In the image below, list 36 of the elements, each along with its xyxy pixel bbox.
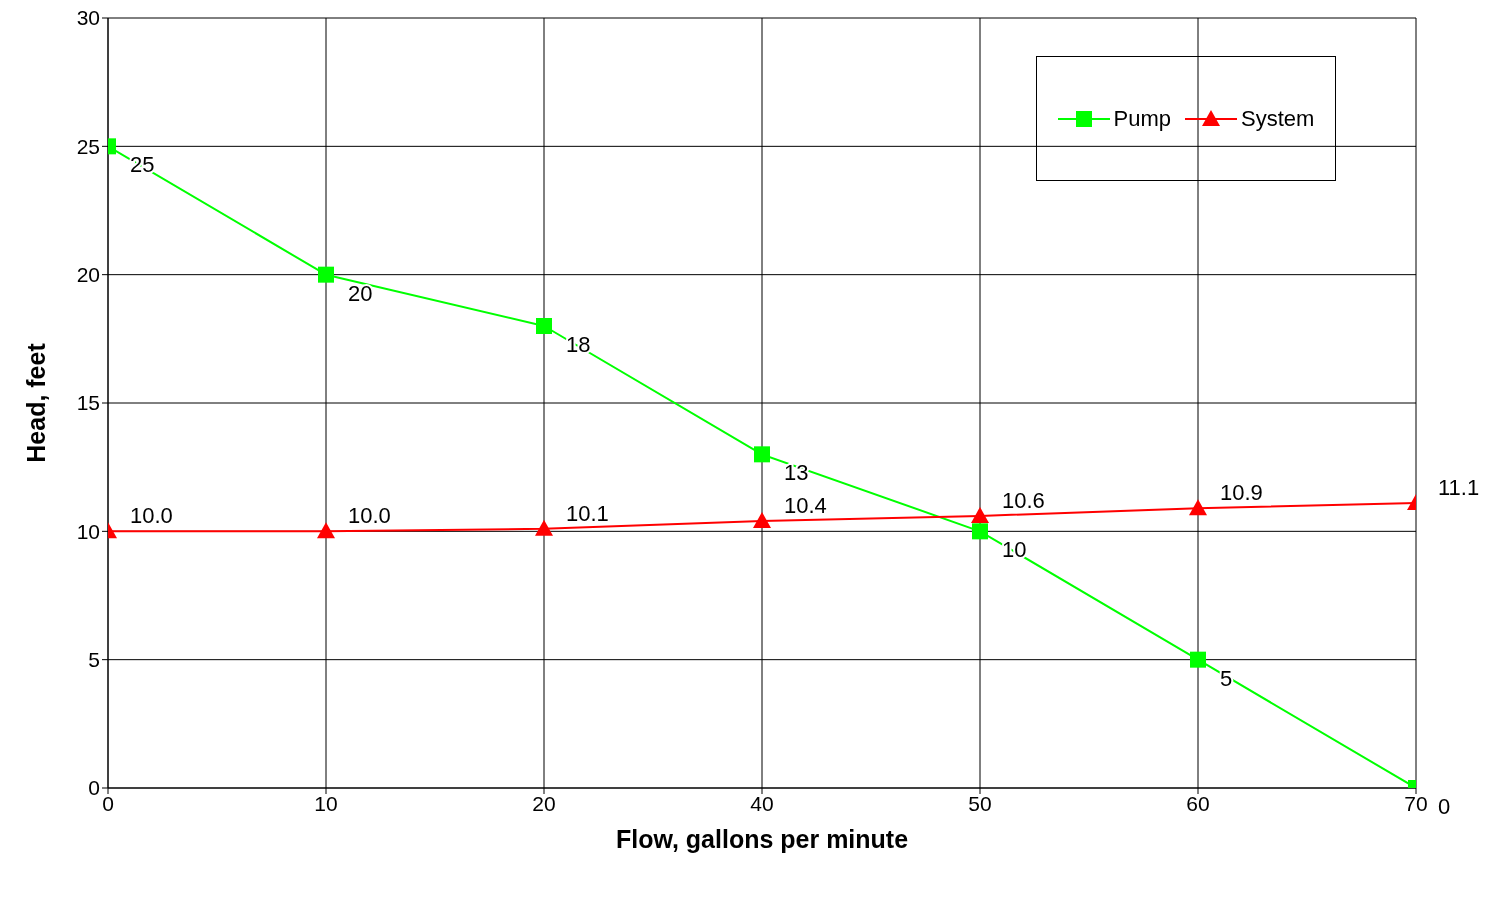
data-label: 10.1 — [566, 500, 609, 526]
point — [972, 523, 988, 540]
data-label: 10.4 — [784, 493, 827, 519]
legend-label: System — [1241, 105, 1315, 132]
y-tick-label: 10 — [76, 519, 100, 543]
point — [318, 266, 334, 283]
point — [1189, 499, 1207, 516]
point — [753, 512, 771, 529]
point — [317, 522, 335, 539]
y-tick-label: 25 — [76, 134, 100, 158]
data-label: 10.0 — [130, 503, 173, 529]
point — [754, 446, 770, 463]
y-axis-title: Head, feet — [21, 342, 50, 463]
point — [535, 519, 553, 536]
x-tick-label: 60 — [1186, 791, 1210, 815]
point — [1190, 651, 1206, 668]
x-tick-label: 10 — [314, 791, 338, 815]
y-tick-label: 20 — [76, 263, 100, 287]
x-tick-label: 70 — [1404, 791, 1428, 815]
data-label: 20 — [348, 280, 373, 306]
data-label: 11.1 — [1438, 475, 1480, 501]
y-tick-label: 30 — [76, 6, 100, 30]
point — [971, 506, 989, 523]
legend-label: Pump — [1113, 105, 1172, 132]
data-label: 10.6 — [1002, 487, 1045, 513]
x-tick-label: 20 — [532, 791, 556, 815]
data-label: 13 — [784, 460, 809, 486]
x-tick-label: 40 — [750, 791, 774, 815]
point — [536, 318, 552, 334]
data-label: 10.0 — [348, 503, 391, 529]
y-tick-label: 15 — [76, 391, 100, 415]
x-tick-label: 50 — [968, 791, 992, 815]
y-tick-label: 5 — [88, 648, 100, 672]
y-tick-label: 0 — [88, 776, 100, 800]
x-axis-title: Flow, gallons per minute — [615, 825, 909, 853]
data-label: 10.9 — [1220, 480, 1263, 506]
